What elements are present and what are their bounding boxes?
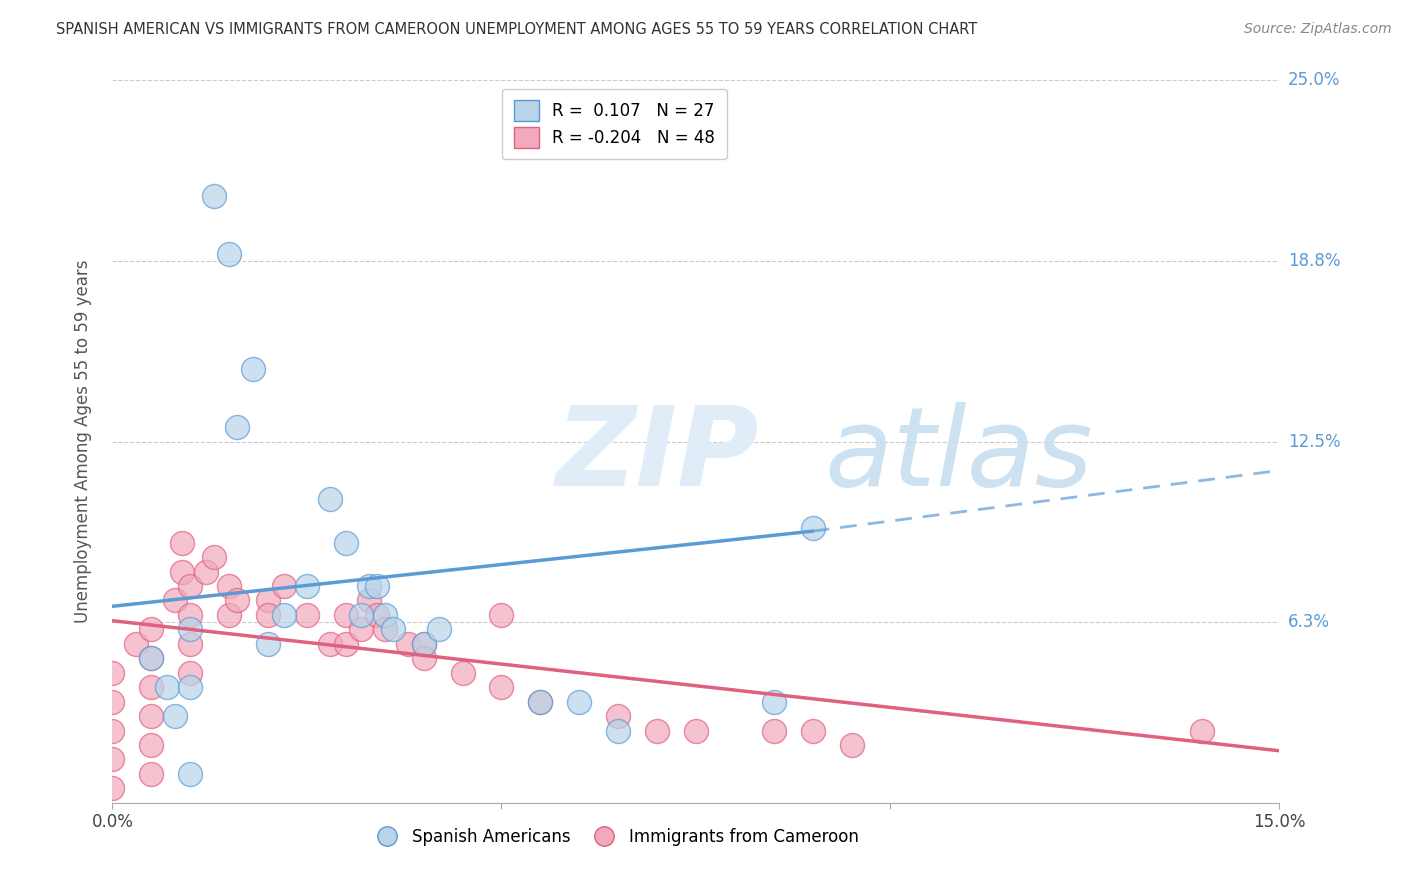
Text: 12.5%: 12.5% (1288, 433, 1340, 450)
Text: 25.0%: 25.0% (1288, 71, 1340, 89)
Point (412, 651, 434, 665)
Point (101, 665, 124, 680)
Point (319, 492, 342, 507)
Point (226, 420, 249, 434)
Point (273, 579, 295, 593)
Point (350, 623, 373, 637)
Point (218, 579, 240, 593)
Point (202, 550, 225, 565)
Point (374, 623, 396, 637)
Point (101, 781, 124, 796)
Point (319, 637, 342, 651)
Point (141, 651, 163, 665)
Point (141, 767, 163, 781)
Point (1191, 723, 1213, 738)
Point (335, 637, 357, 651)
Point (257, 593, 280, 607)
Point (568, 695, 591, 709)
Point (412, 637, 434, 651)
Point (179, 767, 201, 781)
Point (194, 565, 217, 579)
Text: atlas: atlas (824, 402, 1092, 509)
Point (257, 607, 280, 622)
Point (491, 607, 513, 622)
Point (163, 593, 186, 607)
Point (374, 607, 396, 622)
Point (257, 637, 280, 651)
Point (101, 695, 124, 709)
Point (141, 651, 163, 665)
Point (359, 593, 381, 607)
Point (125, 637, 148, 651)
Point (101, 723, 124, 738)
Point (179, 680, 201, 694)
Point (762, 695, 785, 709)
Point (762, 723, 785, 738)
Point (179, 637, 201, 651)
Point (172, 535, 194, 549)
Point (529, 695, 551, 709)
Point (491, 680, 513, 694)
Text: 18.8%: 18.8% (1288, 252, 1340, 270)
Point (141, 709, 163, 723)
Point (242, 362, 264, 376)
Point (427, 623, 450, 637)
Y-axis label: Unemployment Among Ages 55 to 59 years: Unemployment Among Ages 55 to 59 years (73, 260, 91, 624)
Point (645, 723, 668, 738)
Point (179, 579, 201, 593)
Point (179, 607, 201, 622)
Point (801, 521, 824, 535)
Point (396, 637, 419, 651)
Text: ZIP: ZIP (555, 402, 759, 509)
Text: Source: ZipAtlas.com: Source: ZipAtlas.com (1244, 22, 1392, 37)
Point (202, 189, 225, 203)
Point (141, 738, 163, 752)
Text: 6.3%: 6.3% (1288, 613, 1330, 632)
Point (350, 607, 373, 622)
Point (163, 709, 186, 723)
Point (685, 723, 707, 738)
Point (366, 579, 388, 593)
Point (607, 723, 630, 738)
Point (841, 738, 863, 752)
Point (218, 246, 240, 260)
Point (801, 723, 824, 738)
Point (366, 607, 388, 622)
Point (172, 565, 194, 579)
Point (529, 695, 551, 709)
Point (295, 579, 318, 593)
Point (226, 593, 249, 607)
Point (179, 665, 201, 680)
Point (359, 579, 381, 593)
Point (101, 752, 124, 766)
Point (273, 607, 295, 622)
Point (335, 535, 357, 549)
Point (141, 623, 163, 637)
Point (218, 607, 240, 622)
Point (607, 709, 630, 723)
Point (156, 680, 179, 694)
Point (412, 637, 434, 651)
Point (141, 680, 163, 694)
Point (451, 665, 474, 680)
Point (381, 623, 404, 637)
Point (295, 607, 318, 622)
Legend: Spanish Americans, Immigrants from Cameroon: Spanish Americans, Immigrants from Camer… (363, 821, 865, 852)
Point (335, 607, 357, 622)
Text: SPANISH AMERICAN VS IMMIGRANTS FROM CAMEROON UNEMPLOYMENT AMONG AGES 55 TO 59 YE: SPANISH AMERICAN VS IMMIGRANTS FROM CAME… (56, 22, 977, 37)
Point (179, 623, 201, 637)
